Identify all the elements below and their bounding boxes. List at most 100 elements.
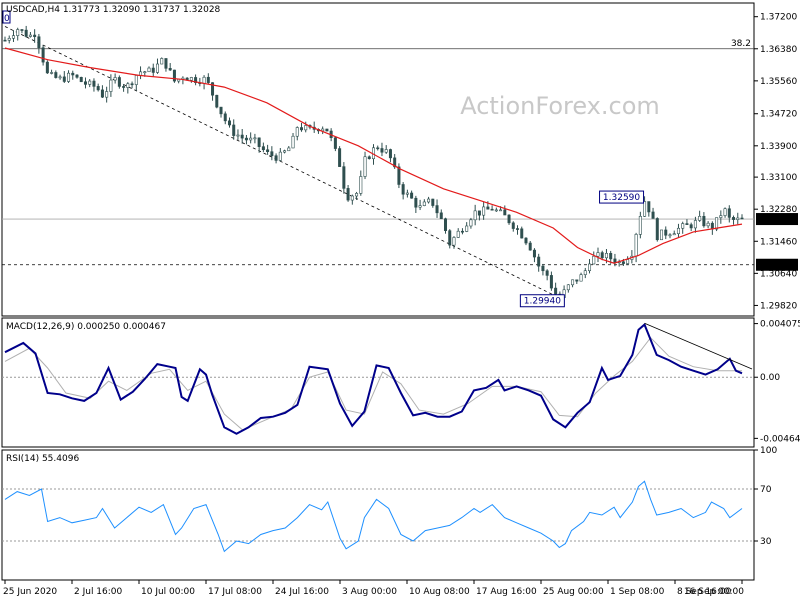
candle-body bbox=[490, 208, 494, 211]
price-tick-label: 1.34720 bbox=[760, 110, 797, 120]
candle-body bbox=[528, 242, 532, 251]
candle-body bbox=[410, 192, 414, 199]
candle-body bbox=[100, 89, 104, 98]
candle-body bbox=[698, 215, 702, 221]
candle-body bbox=[732, 217, 736, 220]
candle-body bbox=[579, 274, 583, 282]
candle-body bbox=[257, 137, 261, 147]
candle-body bbox=[600, 252, 604, 259]
candle-body bbox=[719, 215, 723, 218]
candle-body bbox=[363, 156, 367, 177]
candle-body bbox=[376, 147, 380, 150]
candle-body bbox=[266, 149, 270, 152]
rsi-tick-label: 100 bbox=[760, 446, 777, 456]
candle-body bbox=[651, 211, 655, 219]
candle-body bbox=[223, 113, 227, 122]
candle-body bbox=[227, 120, 231, 126]
candle-body bbox=[706, 222, 710, 227]
candle-body bbox=[588, 263, 592, 272]
price-tick-label: 1.29820 bbox=[760, 301, 797, 311]
macd-tick-label: 0.004075 bbox=[760, 320, 800, 330]
candle-body bbox=[473, 210, 477, 221]
candle-body bbox=[477, 210, 481, 216]
price-tick-label: 1.32280 bbox=[760, 205, 797, 215]
rsi-line bbox=[4, 480, 743, 553]
candle-body bbox=[482, 206, 486, 216]
candle-body bbox=[676, 227, 680, 234]
candle-body bbox=[50, 72, 54, 74]
macd-main-line bbox=[4, 322, 743, 435]
candle-body bbox=[24, 29, 28, 37]
candle-body bbox=[715, 217, 719, 230]
candle-body bbox=[685, 223, 689, 225]
candle-body bbox=[88, 80, 92, 85]
candle-body bbox=[689, 224, 693, 229]
time-tick-label: 25 Aug 00:00 bbox=[543, 587, 604, 597]
time-tick-label: 3 Aug 00:00 bbox=[342, 587, 397, 597]
candle-body bbox=[304, 125, 308, 131]
price-tick-label: 1.31460 bbox=[760, 237, 797, 247]
candle-body bbox=[554, 287, 558, 295]
candle-body bbox=[596, 252, 600, 257]
candle-body bbox=[278, 151, 282, 161]
candle-body bbox=[325, 128, 329, 132]
candle-body bbox=[83, 81, 87, 85]
candle-body bbox=[507, 214, 511, 224]
candle-body bbox=[164, 58, 168, 69]
candle-body bbox=[571, 279, 575, 286]
price-annotation-box bbox=[519, 294, 565, 308]
candle-body bbox=[702, 215, 706, 227]
candle-body bbox=[355, 193, 359, 197]
candle-body bbox=[452, 237, 456, 246]
candle-body bbox=[244, 137, 248, 141]
current-price-tag-label: 1.32028 bbox=[759, 215, 796, 225]
macd-title: MACD(12,26,9) 0.000250 0.000467 bbox=[6, 322, 166, 332]
candle-body bbox=[541, 265, 545, 272]
candle-body bbox=[427, 198, 431, 203]
candle-body bbox=[422, 201, 426, 206]
candle-body bbox=[113, 77, 117, 81]
time-tick-label: 10 Aug 08:00 bbox=[409, 587, 470, 597]
candle-body bbox=[253, 137, 257, 140]
candle-body bbox=[130, 83, 134, 86]
candle-body bbox=[604, 253, 608, 259]
price-annotation-box bbox=[599, 190, 645, 204]
candle-body bbox=[545, 270, 549, 276]
rsi-tick-label: 70 bbox=[760, 485, 772, 495]
time-tick-label: 8 Sep 16:00 bbox=[677, 587, 732, 597]
candle-body bbox=[45, 61, 49, 74]
candle-body bbox=[215, 94, 219, 108]
candle-body bbox=[566, 284, 570, 291]
corner-tag-label: 0 bbox=[4, 14, 10, 24]
candle-body bbox=[643, 201, 647, 217]
candle-body bbox=[740, 217, 744, 220]
candle-body bbox=[401, 184, 405, 195]
candle-body bbox=[219, 106, 223, 115]
candle-body bbox=[532, 249, 536, 258]
candle-body bbox=[33, 34, 37, 38]
candle-body bbox=[3, 39, 7, 42]
candle-body bbox=[283, 150, 287, 153]
candle-body bbox=[397, 166, 401, 185]
time-tick-label: 10 Jul 00:00 bbox=[141, 587, 195, 597]
chart-header: USDCAD,H4 1.31773 1.32090 1.31737 1.3202… bbox=[6, 5, 221, 15]
candle-body bbox=[511, 222, 515, 229]
candle-body bbox=[333, 137, 337, 149]
watermark: ActionForex.com bbox=[460, 92, 660, 120]
candle-body bbox=[647, 201, 651, 213]
macd-trendline bbox=[644, 322, 753, 370]
candle-body bbox=[693, 220, 697, 229]
candle-body bbox=[20, 29, 24, 31]
candle-body bbox=[727, 208, 731, 218]
candle-body bbox=[524, 237, 528, 244]
candle-body bbox=[71, 72, 75, 76]
candle-body bbox=[160, 58, 164, 65]
candle-body bbox=[7, 37, 11, 41]
candle-body bbox=[634, 234, 638, 257]
candle-body bbox=[295, 127, 299, 137]
candle-body bbox=[609, 253, 613, 260]
candle-body bbox=[287, 147, 291, 152]
price-panel bbox=[1, 2, 755, 317]
candle-body bbox=[274, 155, 278, 161]
candle-body bbox=[503, 209, 507, 216]
